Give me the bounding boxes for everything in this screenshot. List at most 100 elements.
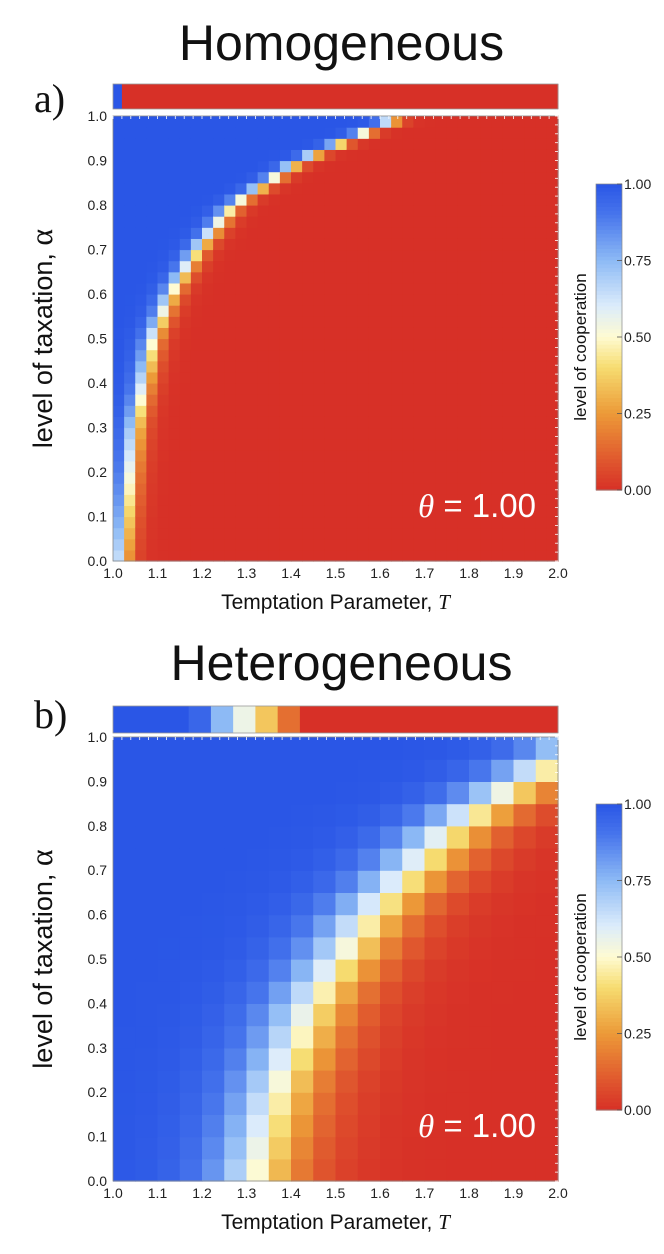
heatmap-cell	[391, 405, 403, 417]
colorbar-segment	[596, 390, 622, 395]
heatmap-cell	[246, 914, 270, 938]
heatmap-cell	[435, 394, 448, 406]
colorbar-segment	[596, 195, 622, 200]
heatmap-cell	[113, 1136, 136, 1160]
heatmap-cell	[157, 149, 170, 162]
heatmap-cell	[391, 527, 403, 540]
heatmap-cell	[268, 149, 281, 162]
heatmap-cell	[235, 271, 248, 284]
heatmap-cell	[346, 405, 359, 417]
heatmap-cell	[535, 848, 559, 871]
heatmap-cell	[535, 205, 548, 217]
heatmap-cell	[380, 483, 392, 495]
heatmap-cell	[235, 427, 248, 440]
heatmap-cell	[190, 182, 203, 195]
heatmap-cell	[213, 549, 225, 562]
heatmap-cell	[279, 349, 292, 362]
heatmap-cell	[235, 394, 248, 406]
heatmap-cell	[435, 516, 448, 529]
heatmap-cell	[457, 438, 470, 451]
heatmap-cell	[246, 294, 259, 306]
heatmap-cell	[190, 193, 203, 206]
heatmap-cell	[402, 870, 426, 893]
heatmap-cell	[402, 936, 426, 960]
heatmap-cell	[380, 282, 392, 295]
heatmap-cell	[268, 981, 292, 1004]
heatmap-cell	[469, 305, 481, 317]
heatmap-cell	[157, 138, 170, 150]
heatmap-cell	[380, 138, 392, 150]
colorbar-segment	[596, 819, 622, 824]
heatmap-cell	[424, 781, 448, 805]
heatmap-cell	[435, 249, 448, 262]
heatmap-cell	[324, 294, 337, 306]
heatmap-cell	[135, 149, 147, 162]
heatmap-cell	[157, 848, 181, 871]
heatmap-cell	[335, 759, 359, 782]
colorbar-segment	[596, 1083, 622, 1088]
heatmap-cell	[368, 238, 381, 251]
heatmap-cell	[268, 1114, 292, 1138]
heatmap-cell	[279, 338, 292, 351]
heatmap-cell	[424, 1025, 448, 1049]
heatmap-cell	[213, 327, 225, 340]
heatmap-cell	[513, 1158, 537, 1182]
heatmap-cell	[246, 1092, 270, 1115]
heatmap-cell	[146, 505, 159, 518]
colorbar-segment	[596, 447, 622, 453]
colorbar-segment	[596, 367, 622, 373]
heatmap-cell	[524, 327, 537, 340]
heatmap-cell	[135, 360, 147, 373]
heatmap-cell	[391, 271, 403, 284]
heatmap-cell	[346, 193, 359, 206]
heatmap-cell	[446, 1092, 470, 1115]
heatmap-cell	[491, 405, 503, 417]
heatmap-cell	[513, 383, 526, 395]
heatmap-cell	[346, 271, 359, 284]
heatmap-cell	[179, 1003, 203, 1027]
heatmap-cell	[357, 205, 370, 217]
heatmap-cell	[424, 460, 437, 473]
heatmap-cell	[402, 383, 414, 395]
heatmap-cell	[202, 981, 225, 1004]
heatmap-cell	[380, 892, 403, 916]
heatmap-cell	[413, 182, 426, 195]
heatmap-cell	[113, 216, 125, 228]
heatmap-cell	[391, 216, 403, 228]
heatmap-cell	[157, 182, 170, 195]
y-tick-label: 0.5	[88, 331, 108, 347]
heatmap-cell	[446, 160, 459, 173]
colorbar-segment	[596, 972, 622, 977]
heatmap-cell	[168, 460, 181, 473]
heatmap-cell	[224, 371, 236, 384]
heatmap-cell	[268, 1047, 292, 1071]
heatmap-cell	[313, 338, 325, 351]
heatmap-cell	[469, 538, 481, 551]
heatmap-cell	[157, 160, 170, 173]
heatmap-cell	[268, 914, 292, 938]
heatmap-cell	[168, 516, 181, 529]
heatmap-cell	[313, 282, 325, 295]
heatmap-cell	[402, 759, 426, 782]
heatmap-cell	[357, 238, 370, 251]
heatmap-cell	[246, 1114, 270, 1138]
heatmap-cell	[491, 305, 503, 317]
heatmap-cell	[535, 870, 559, 893]
heatmap-cell	[335, 737, 359, 760]
heatmap-cell	[524, 516, 537, 529]
heatmap-cell	[190, 383, 203, 395]
heatmap-cell	[146, 472, 159, 484]
heatmap-cell	[157, 338, 170, 351]
heatmap-cell	[168, 305, 181, 317]
heatmap-cell	[424, 936, 448, 960]
heatmap-cell	[446, 193, 459, 206]
heatmap-cell	[402, 416, 414, 429]
heatmap-cell	[302, 549, 314, 562]
heatmap-cell	[469, 505, 481, 518]
heatmap-cell	[246, 1025, 270, 1049]
heatmap-cell	[424, 1047, 448, 1071]
heatmap-cell	[402, 360, 414, 373]
heatmap-cell	[157, 238, 170, 251]
y-axis-label-variable: α	[23, 229, 59, 246]
